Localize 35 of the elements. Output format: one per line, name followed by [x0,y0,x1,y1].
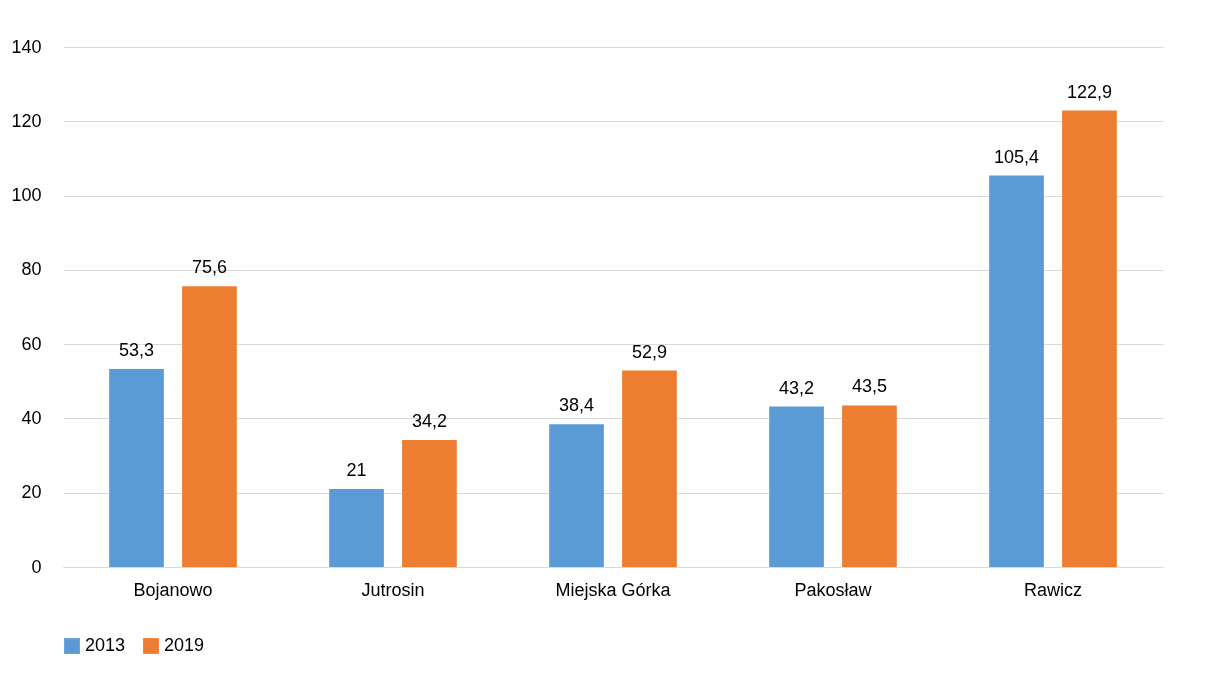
x-tick-label: Bojanowo [133,579,213,600]
legend-label: 2013 [85,635,126,655]
legend-label: 2019 [164,635,205,655]
x-tick-label: Jutrosin [361,579,425,600]
bar [329,489,384,567]
y-tick-label: 60 [21,333,42,354]
bar [182,286,237,567]
data-label: 105,4 [994,146,1040,167]
y-tick-label: 120 [11,110,42,131]
bar [549,424,604,567]
bar [622,370,677,567]
data-label: 75,6 [191,257,227,278]
bar [1062,110,1117,567]
x-tick-label: Pakosław [794,579,873,600]
bar [989,175,1044,567]
data-label: 43,2 [779,377,815,398]
data-label: 52,9 [631,341,667,362]
y-tick-label: 100 [11,185,42,206]
bar [109,369,164,567]
x-tick-label: Rawicz [1023,579,1083,600]
bar [769,406,824,567]
data-label: 38,4 [559,395,595,416]
bar [842,405,897,567]
bar [402,439,457,567]
data-label: 43,5 [851,376,887,397]
y-tick-label: 20 [21,482,42,503]
y-tick-label: 0 [31,556,42,577]
data-label: 34,2 [411,410,447,431]
data-label: 53,3 [119,340,155,361]
y-tick-label: 40 [21,407,42,428]
y-tick-label: 140 [11,36,42,57]
x-tick-label: Miejska Górka [555,579,672,600]
y-tick-label: 80 [21,259,42,280]
data-label: 122,9 [1066,81,1112,102]
data-label: 21 [346,460,367,480]
